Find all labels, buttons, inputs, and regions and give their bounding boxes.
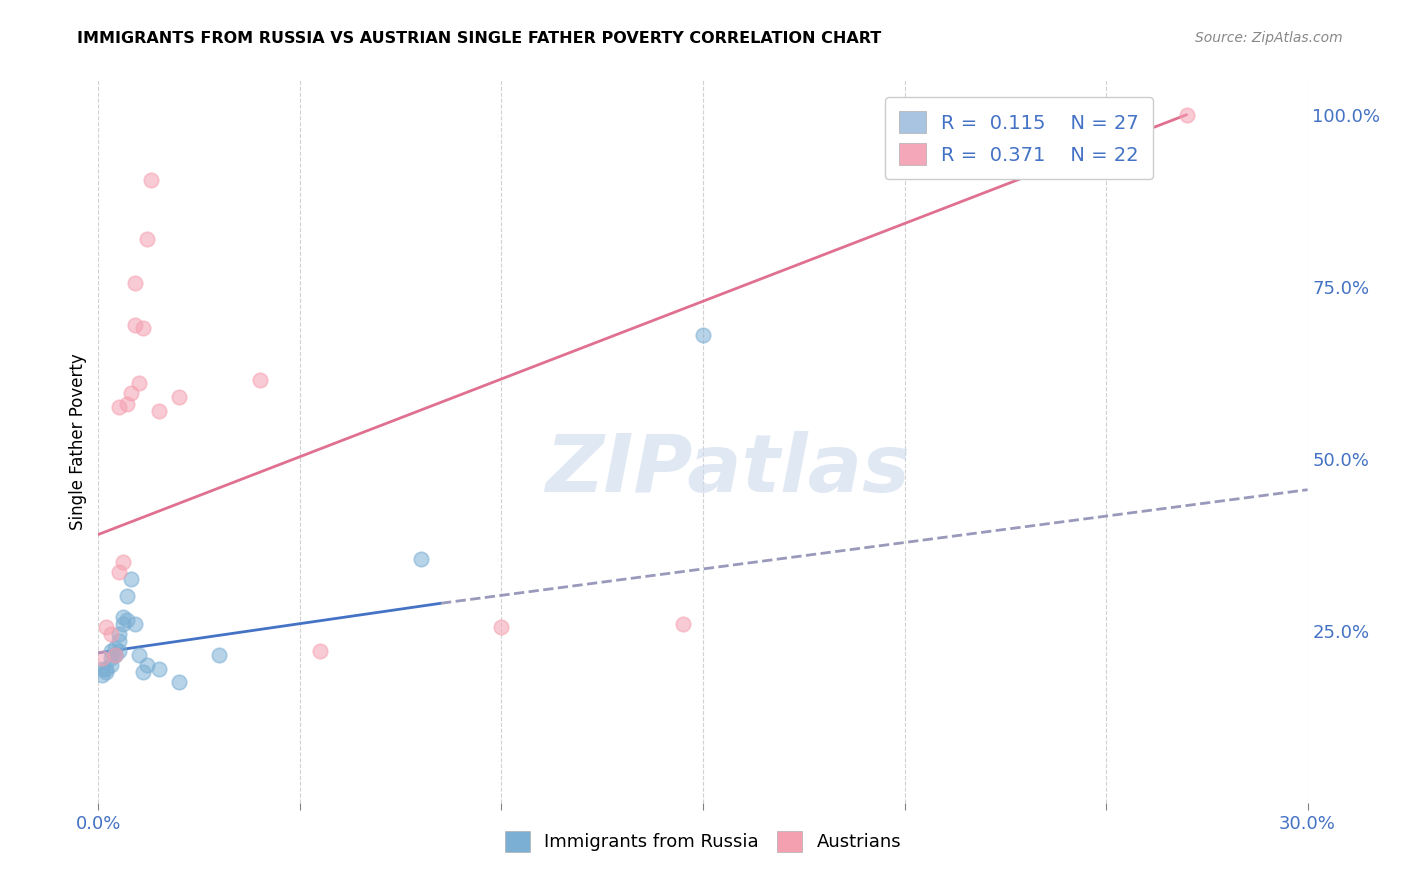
Point	[111, 555, 134, 569]
Point	[111, 616, 134, 631]
Point	[96, 662, 118, 676]
Point	[124, 318, 146, 332]
Point	[103, 648, 125, 662]
Point	[167, 675, 190, 690]
Text: Source: ZipAtlas.com: Source: ZipAtlas.com	[1195, 31, 1343, 45]
Point	[148, 403, 170, 417]
Point	[132, 321, 155, 335]
Point	[135, 231, 157, 245]
Point	[91, 651, 114, 665]
Point	[100, 644, 122, 658]
Text: IMMIGRANTS FROM RUSSIA VS AUSTRIAN SINGLE FATHER POVERTY CORRELATION CHART: IMMIGRANTS FROM RUSSIA VS AUSTRIAN SINGL…	[77, 31, 882, 46]
Point	[139, 173, 162, 187]
Point	[107, 400, 129, 414]
Point	[128, 648, 150, 662]
Point	[124, 277, 146, 291]
Y-axis label: Single Father Poverty: Single Father Poverty	[69, 353, 87, 530]
Point	[148, 662, 170, 676]
Point	[309, 644, 332, 658]
Point	[491, 620, 513, 634]
Point	[100, 651, 122, 665]
Point	[107, 644, 129, 658]
Point	[100, 627, 122, 641]
Point	[96, 620, 118, 634]
Point	[135, 658, 157, 673]
Text: ZIPatlas: ZIPatlas	[544, 432, 910, 509]
Point	[120, 386, 142, 401]
Point	[91, 668, 114, 682]
Point	[115, 397, 138, 411]
Point	[120, 572, 142, 586]
Point	[124, 616, 146, 631]
Point	[103, 648, 125, 662]
Legend: Immigrants from Russia, Austrians: Immigrants from Russia, Austrians	[498, 823, 908, 859]
Point	[1175, 108, 1198, 122]
Point	[107, 634, 129, 648]
Point	[107, 566, 129, 580]
Point	[208, 648, 231, 662]
Point	[672, 616, 695, 631]
Point	[100, 658, 122, 673]
Point	[115, 590, 138, 604]
Point	[692, 327, 714, 342]
Point	[91, 662, 114, 676]
Point	[103, 640, 125, 655]
Point	[409, 551, 432, 566]
Point	[111, 610, 134, 624]
Point	[132, 665, 155, 679]
Point	[128, 376, 150, 390]
Point	[96, 665, 118, 679]
Point	[115, 614, 138, 628]
Point	[249, 373, 271, 387]
Point	[103, 648, 125, 662]
Point	[167, 390, 190, 404]
Point	[107, 627, 129, 641]
